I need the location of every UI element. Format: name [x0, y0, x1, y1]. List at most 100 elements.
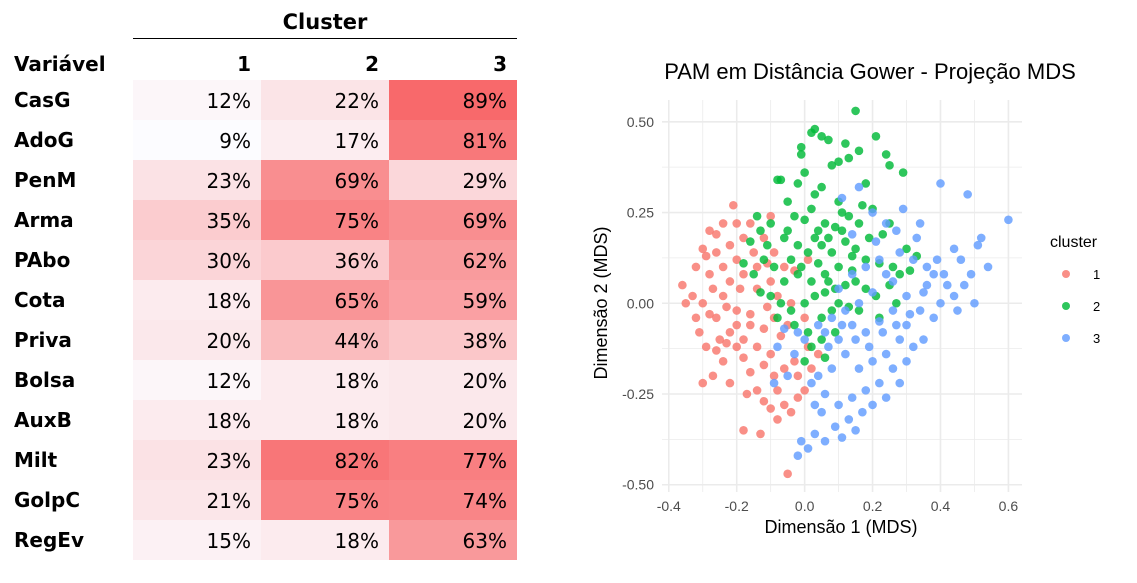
point-cluster-3 [892, 226, 901, 235]
point-cluster-1 [725, 240, 735, 250]
point-cluster-2 [824, 233, 833, 243]
point-cluster-1 [779, 364, 789, 373]
point-cluster-3 [970, 298, 979, 308]
variable-label: RegEv [14, 528, 84, 552]
point-cluster-3 [803, 444, 813, 453]
point-cluster-1 [752, 342, 762, 352]
point-cluster-3 [949, 291, 959, 301]
point-cluster-3 [783, 371, 792, 381]
point-cluster-1 [759, 360, 769, 370]
point-cluster-1 [776, 331, 786, 341]
point-cluster-1 [732, 306, 742, 315]
point-cluster-3 [888, 306, 898, 315]
cell-value: 18% [206, 289, 251, 313]
point-cluster-2 [858, 200, 867, 210]
point-cluster-1 [698, 378, 708, 388]
point-cluster-1 [705, 309, 714, 319]
point-cluster-1 [807, 364, 816, 373]
point-cluster-1 [746, 219, 755, 228]
point-cluster-2 [864, 233, 874, 243]
legend-title: cluster [1050, 234, 1098, 251]
point-cluster-1 [769, 248, 779, 257]
point-cluster-3 [895, 248, 905, 257]
point-cluster-2 [786, 255, 796, 265]
point-cluster-3 [861, 386, 871, 395]
y-tick-label: -0.25 [622, 386, 654, 402]
cell-value: 82% [334, 449, 379, 473]
point-cluster-1 [742, 389, 752, 399]
table-cell-cluster-2: 82% [261, 440, 389, 480]
point-cluster-2 [810, 190, 820, 199]
table-row: Arma 35% 75% 69% [0, 200, 530, 240]
point-cluster-1 [718, 357, 728, 366]
point-cluster-1 [783, 469, 792, 479]
point-cluster-2 [813, 259, 823, 268]
point-cluster-1 [691, 313, 701, 323]
table-cell-cluster-2: 18% [261, 520, 389, 560]
cell-value: 9% [219, 129, 251, 153]
point-cluster-2 [892, 298, 901, 308]
point-cluster-2 [810, 233, 820, 243]
table-row: RegEv 15% 18% 63% [0, 520, 530, 560]
point-cluster-3 [851, 425, 860, 435]
point-cluster-3 [878, 327, 888, 337]
cell-value: 20% [206, 329, 251, 353]
point-cluster-2 [776, 298, 786, 308]
table-cell-cluster-3: 89% [389, 80, 517, 120]
point-cluster-2 [898, 168, 908, 177]
legend: cluster 1 2 3 [1050, 234, 1100, 346]
point-cluster-1 [749, 248, 758, 257]
point-cluster-3 [773, 342, 782, 352]
point-cluster-2 [766, 291, 775, 301]
cell-value: 69% [334, 169, 379, 193]
point-cluster-1 [786, 407, 796, 417]
point-cluster-1 [766, 404, 775, 413]
point-cluster-3 [902, 291, 911, 301]
point-cluster-3 [769, 378, 779, 388]
point-cluster-3 [976, 233, 986, 243]
point-cluster-3 [817, 407, 826, 417]
point-cluster-1 [718, 219, 728, 228]
point-cluster-3 [810, 429, 820, 439]
point-cluster-3 [841, 349, 850, 359]
point-cluster-2 [830, 222, 840, 232]
cell-value: 44% [334, 329, 379, 353]
spanner-rule [133, 38, 517, 39]
point-cluster-3 [915, 306, 925, 315]
point-cluster-2 [783, 226, 792, 235]
point-cluster-2 [905, 266, 915, 275]
table-cell-cluster-3: 59% [389, 280, 517, 320]
point-cluster-3 [790, 349, 799, 359]
point-cluster-1 [790, 357, 799, 366]
point-cluster-2 [837, 208, 847, 217]
table-cell-cluster-2: 18% [261, 360, 389, 400]
column-header-3: 3 [493, 52, 507, 76]
point-cluster-1 [773, 291, 782, 301]
point-cluster-3 [881, 349, 891, 359]
point-cluster-1 [739, 233, 748, 243]
point-cluster-1 [712, 313, 721, 323]
point-cluster-3 [942, 280, 952, 290]
point-cluster-1 [718, 291, 728, 301]
table-cell-cluster-3: 62% [389, 240, 517, 280]
cell-value: 30% [206, 249, 251, 273]
point-cluster-3 [800, 335, 809, 344]
point-cluster-2 [895, 269, 905, 279]
point-cluster-2 [834, 262, 843, 272]
point-cluster-1 [698, 298, 708, 308]
point-cluster-2 [834, 157, 843, 167]
table-cell-cluster-1: 12% [133, 80, 261, 120]
point-cluster-1 [759, 233, 769, 243]
point-cluster-2 [820, 269, 830, 279]
legend-label-cluster-1: 1 [1093, 267, 1100, 282]
point-cluster-2 [807, 277, 816, 286]
point-cluster-2 [800, 215, 809, 225]
point-cluster-3 [827, 313, 837, 323]
variable-label: PAbo [14, 248, 71, 272]
variable-label: GolpC [14, 488, 81, 512]
variable-label: Bolsa [14, 368, 76, 392]
point-cluster-2 [783, 197, 792, 206]
point-cluster-1 [746, 320, 755, 330]
cell-value: 18% [334, 369, 379, 393]
point-cluster-3 [963, 190, 972, 199]
